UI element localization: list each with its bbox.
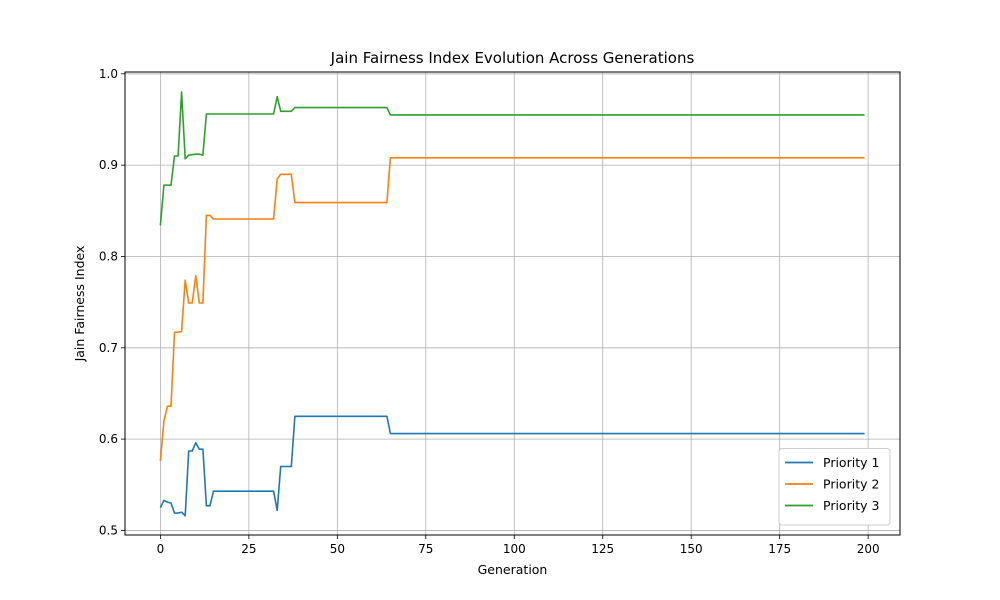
x-tick-label: 50 bbox=[330, 542, 345, 556]
series-line-priority-1 bbox=[159, 415, 865, 517]
x-tick-label: 0 bbox=[157, 542, 165, 556]
grid-lines bbox=[125, 72, 900, 535]
y-tick-label: 0.8 bbox=[99, 249, 118, 263]
x-axis-title: Generation bbox=[478, 562, 548, 577]
series-line-priority-2 bbox=[159, 157, 865, 462]
x-tick-label: 100 bbox=[503, 542, 526, 556]
legend-label: Priority 2 bbox=[823, 477, 879, 492]
plot-area-frame bbox=[124, 71, 901, 536]
x-tick-label: 125 bbox=[591, 542, 614, 556]
chart-title: Jain Fairness Index Evolution Across Gen… bbox=[330, 49, 695, 67]
legend-label: Priority 1 bbox=[823, 455, 879, 470]
x-tick-label: 150 bbox=[680, 542, 703, 556]
legend-label: Priority 3 bbox=[823, 498, 879, 513]
y-tick-label: 0.7 bbox=[99, 341, 118, 355]
y-tick-label: 0.6 bbox=[99, 432, 118, 446]
y-axis-title: Jain Fairness Index bbox=[72, 246, 87, 363]
x-tick-label: 200 bbox=[857, 542, 880, 556]
y-tick-label: 0.9 bbox=[99, 158, 118, 172]
y-tick-label: 0.5 bbox=[99, 523, 118, 537]
series-line-priority-3 bbox=[159, 91, 865, 226]
x-tick-label: 25 bbox=[241, 542, 256, 556]
y-tick-label: 1.0 bbox=[99, 67, 118, 81]
series-lines bbox=[159, 91, 865, 517]
x-axis-ticks: 0 25 50 75 100 125 150 175 200 bbox=[157, 535, 880, 556]
x-tick-label: 175 bbox=[768, 542, 791, 556]
legend: Priority 1 Priority 2 Priority 3 bbox=[778, 448, 891, 526]
y-axis-ticks: 0.5 0.6 0.7 0.8 0.9 1.0 bbox=[99, 67, 125, 537]
x-tick-label: 75 bbox=[418, 542, 433, 556]
